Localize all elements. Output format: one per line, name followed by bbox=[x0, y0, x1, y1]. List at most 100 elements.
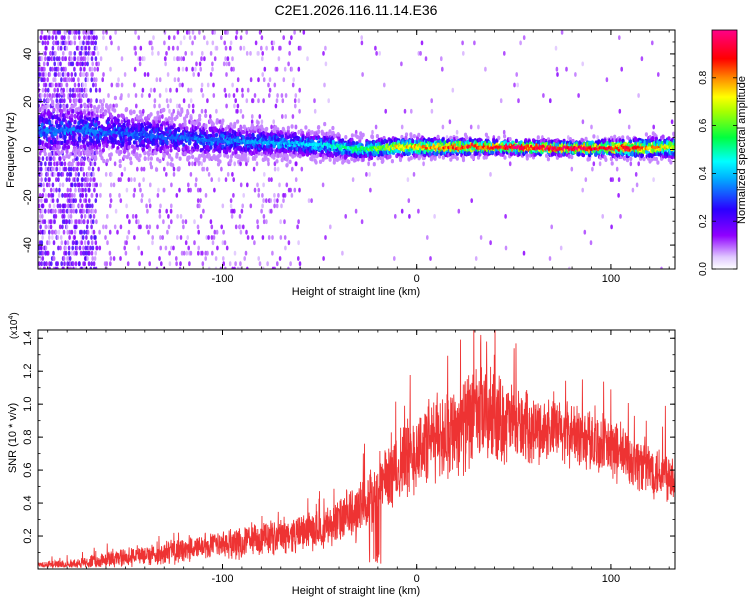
spectrogram-scatter-cell bbox=[306, 56, 309, 62]
spectrogram-scatter-cell bbox=[94, 40, 97, 46]
spectrogram-scatter-cell bbox=[93, 45, 97, 51]
spectrogram-scatter-cell bbox=[44, 245, 48, 251]
spectrogram-scatter-cell bbox=[104, 235, 107, 240]
spectrogram-scatter-cell bbox=[80, 219, 83, 225]
spectrogram-band-cell bbox=[266, 157, 270, 163]
spectrogram-scatter-cell bbox=[89, 245, 92, 251]
spectrogram-scatter-cell bbox=[245, 229, 248, 235]
spectrogram-scatter-cell bbox=[233, 250, 237, 256]
spectrogram-band-cell bbox=[428, 151, 432, 156]
spectrogram-scatter-cell bbox=[64, 245, 68, 251]
spectrogram-scatter-cell bbox=[168, 261, 172, 267]
spectrogram-scatter-cell bbox=[262, 214, 266, 219]
spectrogram-scatter-cell bbox=[164, 56, 167, 62]
spectrogram-scatter-cell bbox=[39, 98, 42, 104]
spectrogram-scatter-cell bbox=[50, 261, 53, 267]
spectrogram-scatter-cell bbox=[40, 166, 43, 172]
spectrogram-scatter-cell bbox=[63, 35, 66, 40]
spectrogram-scatter-cell bbox=[176, 30, 180, 35]
spectrogram-scatter-cell bbox=[77, 82, 81, 88]
spectrogram-scatter-cell bbox=[361, 72, 364, 77]
spectrogram-scatter-cell bbox=[197, 229, 200, 235]
spectrogram-scatter-cell bbox=[62, 266, 65, 269]
spectrogram-scatter-cell bbox=[204, 193, 208, 198]
spectrogram-band-cell bbox=[38, 139, 42, 144]
spectrogram-scatter-cell bbox=[263, 172, 266, 177]
spectrogram-scatter-cell bbox=[158, 93, 162, 98]
spectrogram-scatter-cell bbox=[88, 66, 92, 72]
spectrogram-scatter-cell bbox=[54, 82, 58, 88]
spectrogram-scatter-cell bbox=[229, 40, 233, 46]
spectrogram-scatter-cell bbox=[72, 208, 76, 214]
spectrogram-scatter-cell bbox=[41, 208, 44, 214]
spectrogram-band-cell bbox=[46, 98, 50, 103]
spectrogram-scatter-cell bbox=[59, 45, 63, 51]
spectrogram-scatter-cell bbox=[206, 82, 210, 88]
spectrogram-band-cell bbox=[127, 145, 131, 150]
spectrogram-scatter-cell bbox=[74, 266, 78, 269]
spectrogram-scatter-cell bbox=[90, 193, 94, 198]
spectrogram-scatter-cell bbox=[44, 82, 48, 88]
spectrogram-scatter-cell bbox=[110, 82, 114, 88]
spectrogram-scatter-cell bbox=[133, 187, 136, 193]
spectrogram-scatter-cell bbox=[55, 177, 58, 183]
spectrogram-band-cell bbox=[97, 120, 101, 126]
spectrogram-scatter-cell bbox=[66, 261, 69, 267]
spectrogram-scatter-cell bbox=[48, 235, 51, 240]
spectrogram-scatter-cell bbox=[73, 182, 77, 188]
spectrogram-scatter-cell bbox=[107, 145, 111, 151]
spectrogram-scatter-cell bbox=[158, 256, 161, 261]
spectrogram-scatter-cell bbox=[165, 98, 169, 104]
spectrogram-scatter-cell bbox=[230, 214, 234, 219]
spectrogram-scatter-cell bbox=[176, 214, 179, 219]
spectrogram-scatter-cell bbox=[90, 66, 94, 72]
spectrogram-scatter-cell bbox=[211, 250, 214, 256]
spectrogram-scatter-cell bbox=[94, 208, 97, 214]
spectrogram-band-cell bbox=[351, 140, 356, 146]
spectrogram-scatter-cell bbox=[235, 87, 239, 93]
spectrogram-scatter-cell bbox=[86, 177, 90, 183]
spectrogram-scatter-cell bbox=[88, 203, 92, 209]
spectrogram-scatter-cell bbox=[461, 40, 464, 46]
spectrogram-scatter-cell bbox=[273, 82, 277, 88]
spectrogram-band-cell bbox=[331, 125, 335, 131]
spectrogram-scatter-cell bbox=[86, 182, 89, 188]
spectrogram-scatter-cell bbox=[133, 82, 136, 88]
spectrogram-scatter-cell bbox=[46, 40, 50, 46]
spectrogram-scatter-cell bbox=[210, 177, 213, 183]
spectrogram-band-cell bbox=[87, 166, 91, 171]
spectrogram-scatter-cell bbox=[170, 182, 173, 188]
spectrogram-scatter-cell bbox=[40, 198, 43, 204]
spectrogram-scatter-cell bbox=[57, 56, 61, 62]
spectrogram-scatter-cell bbox=[212, 82, 215, 88]
spectrogram-band-cell bbox=[503, 134, 507, 139]
spectrogram-band-cell bbox=[286, 125, 290, 131]
spectrogram-scatter-cell bbox=[91, 72, 94, 77]
spectrogram-scatter-cell bbox=[71, 182, 74, 188]
spectrogram-scatter-cell bbox=[255, 161, 259, 167]
spectrogram-scatter-cell bbox=[44, 177, 47, 183]
spectrogram-scatter-cell bbox=[187, 87, 190, 93]
spectrogram-scatter-cell bbox=[278, 256, 282, 261]
spectrogram-band-cell bbox=[236, 119, 240, 124]
spectrogram-scatter-cell bbox=[267, 177, 271, 183]
spectrogram-scatter-cell bbox=[175, 256, 178, 261]
spectrogram-band-cell bbox=[74, 107, 78, 112]
spectrogram-scatter-cell bbox=[270, 124, 273, 130]
spectrogram-scatter-cell bbox=[70, 229, 74, 235]
spectrogram-scatter-cell bbox=[80, 161, 84, 167]
spectrogram-band-cell bbox=[204, 123, 208, 128]
spectrogram-scatter-cell bbox=[79, 98, 83, 104]
spectrogram-scatter-cell bbox=[61, 72, 65, 77]
spectrogram-band-cell bbox=[67, 154, 71, 159]
spectrogram-scatter-cell bbox=[84, 51, 88, 56]
spectrogram-band-cell bbox=[180, 107, 184, 112]
spectrogram-scatter-cell bbox=[95, 77, 98, 83]
spectrogram-scatter-cell bbox=[146, 208, 149, 214]
spectrogram-scatter-cell bbox=[98, 229, 101, 235]
spectrogram-scatter-cell bbox=[41, 235, 44, 240]
spectrogram-scatter-cell bbox=[79, 66, 82, 72]
spectrogram-scatter-cell bbox=[41, 250, 45, 256]
spectrogram-scatter-cell bbox=[86, 56, 90, 62]
